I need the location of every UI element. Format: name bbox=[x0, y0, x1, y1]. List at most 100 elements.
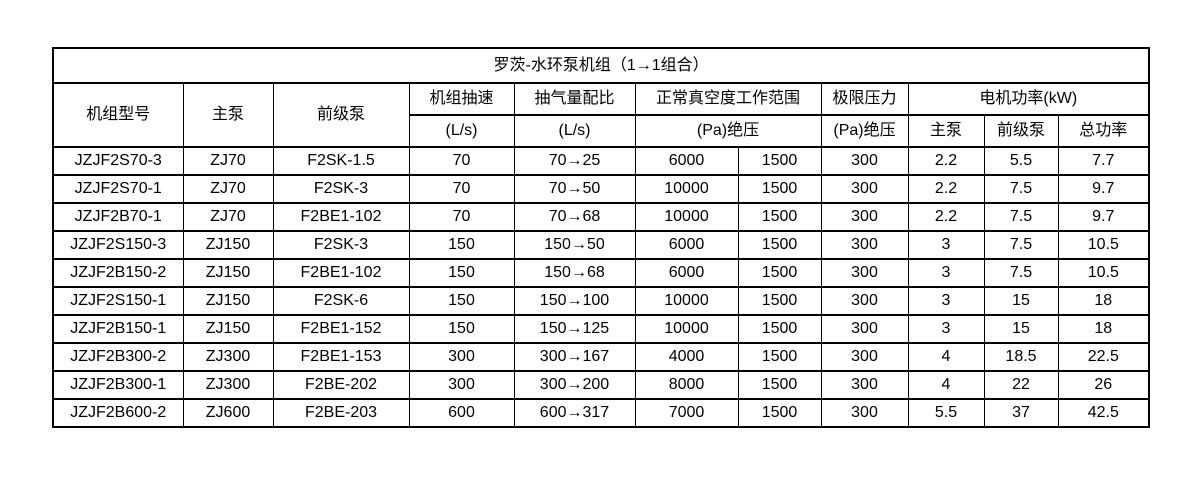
cell: JZJF2B150-2 bbox=[52, 258, 184, 288]
cell: 10000 bbox=[634, 202, 739, 232]
cell: 600 bbox=[408, 398, 515, 428]
cell: 300 bbox=[820, 342, 909, 372]
cell: 22.5 bbox=[1057, 342, 1150, 372]
cell: 3 bbox=[907, 258, 985, 288]
cell: 10000 bbox=[634, 174, 739, 204]
cell: 26 bbox=[1057, 370, 1150, 400]
cell: 70 bbox=[408, 174, 515, 204]
cell: 70 bbox=[408, 146, 515, 176]
cell: 70→50 bbox=[513, 174, 636, 204]
cell: ZJ300 bbox=[182, 342, 274, 372]
table-title: 罗茨-水环泵机组（1→1组合） bbox=[52, 47, 1150, 84]
cell: 7000 bbox=[634, 398, 739, 428]
cell: JZJF2S70-1 bbox=[52, 174, 184, 204]
cell: 70→25 bbox=[513, 146, 636, 176]
table-row: JZJF2B150-2 ZJ150 F2BE1-102 150 150→68 6000 15… bbox=[52, 258, 1150, 288]
cell: ZJ150 bbox=[182, 230, 274, 260]
cell: F2BE1-102 bbox=[272, 202, 410, 232]
header-ultimate-pressure-unit: (Pa)绝压 bbox=[820, 114, 909, 148]
table-row: JZJF2S70-3 ZJ70 F2SK-1.5 70 70→25 6000 1500 300… bbox=[52, 146, 1150, 176]
cell: 300 bbox=[820, 286, 909, 316]
cell: 150 bbox=[408, 286, 515, 316]
header-motor-total: 总功率 bbox=[1057, 114, 1150, 148]
cell: 15 bbox=[983, 286, 1059, 316]
cell: 70 bbox=[408, 202, 515, 232]
cell: 8000 bbox=[634, 370, 739, 400]
cell: JZJF2B150-1 bbox=[52, 314, 184, 344]
cell: 1500 bbox=[737, 398, 822, 428]
cell: 300 bbox=[820, 202, 909, 232]
cell: 10000 bbox=[634, 286, 739, 316]
table-title-row: 罗茨-水环泵机组（1→1组合） bbox=[52, 47, 1150, 84]
cell: 300 bbox=[820, 370, 909, 400]
cell: 42.5 bbox=[1057, 398, 1150, 428]
cell: 3 bbox=[907, 314, 985, 344]
cell: 7.5 bbox=[983, 202, 1059, 232]
cell: 300 bbox=[820, 146, 909, 176]
cell: 150 bbox=[408, 258, 515, 288]
cell: 1500 bbox=[737, 370, 822, 400]
header-unit-speed-unit: (L/s) bbox=[408, 114, 515, 148]
cell: F2SK-1.5 bbox=[272, 146, 410, 176]
table-body: JZJF2S70-3 ZJ70 F2SK-1.5 70 70→25 6000 1500 300… bbox=[52, 146, 1150, 428]
cell: 4000 bbox=[634, 342, 739, 372]
header-unit-speed: 机组抽速 bbox=[408, 82, 515, 116]
cell: 1500 bbox=[737, 202, 822, 232]
cell: 300→200 bbox=[513, 370, 636, 400]
cell: 5.5 bbox=[907, 398, 985, 428]
cell: JZJF2S70-3 bbox=[52, 146, 184, 176]
cell: 150→50 bbox=[513, 230, 636, 260]
cell: 37 bbox=[983, 398, 1059, 428]
cell: 300 bbox=[820, 398, 909, 428]
header-backing-pump: 前级泵 bbox=[272, 82, 410, 148]
header-pumping-ratio-unit: (L/s) bbox=[513, 114, 636, 148]
cell: ZJ70 bbox=[182, 202, 274, 232]
cell: ZJ150 bbox=[182, 314, 274, 344]
header-vacuum-range-unit: (Pa)绝压 bbox=[634, 114, 822, 148]
cell: 300 bbox=[408, 342, 515, 372]
cell: F2BE1-153 bbox=[272, 342, 410, 372]
cell: 10000 bbox=[634, 314, 739, 344]
cell: 600→317 bbox=[513, 398, 636, 428]
cell: 3 bbox=[907, 286, 985, 316]
table-row: JZJF2B150-1 ZJ150 F2BE1-152 150 150→125 10000… bbox=[52, 314, 1150, 344]
cell: 300→167 bbox=[513, 342, 636, 372]
cell: 1500 bbox=[737, 286, 822, 316]
cell: 10.5 bbox=[1057, 258, 1150, 288]
cell: 6000 bbox=[634, 258, 739, 288]
cell: 2.2 bbox=[907, 202, 985, 232]
table-row: JZJF2S70-1 ZJ70 F2SK-3 70 70→50 10000 1500 300 2… bbox=[52, 174, 1150, 204]
cell: 300 bbox=[820, 174, 909, 204]
cell: 6000 bbox=[634, 146, 739, 176]
cell: ZJ70 bbox=[182, 174, 274, 204]
pump-unit-spec-table: 罗茨-水环泵机组（1→1组合） 机组型号 主泵 前级泵 机组抽速 抽气量配比 正… bbox=[52, 47, 1151, 428]
cell: JZJF2B600-2 bbox=[52, 398, 184, 428]
cell: 4 bbox=[907, 342, 985, 372]
cell: 7.5 bbox=[983, 230, 1059, 260]
cell: 7.7 bbox=[1057, 146, 1150, 176]
cell: ZJ150 bbox=[182, 286, 274, 316]
cell: 300 bbox=[820, 258, 909, 288]
cell: 150→68 bbox=[513, 258, 636, 288]
header-row-1: 机组型号 主泵 前级泵 机组抽速 抽气量配比 正常真空度工作范围 极限压力 电机… bbox=[52, 82, 1150, 148]
cell: 300 bbox=[408, 370, 515, 400]
cell: 7.5 bbox=[983, 174, 1059, 204]
cell: F2BE-203 bbox=[272, 398, 410, 428]
cell: 150→100 bbox=[513, 286, 636, 316]
cell: 22 bbox=[983, 370, 1059, 400]
header-motor-backing-pump: 前级泵 bbox=[983, 114, 1059, 148]
cell: 300 bbox=[820, 314, 909, 344]
cell: F2SK-6 bbox=[272, 286, 410, 316]
cell: JZJF2S150-1 bbox=[52, 286, 184, 316]
cell: 1500 bbox=[737, 146, 822, 176]
cell: JZJF2B70-1 bbox=[52, 202, 184, 232]
header-unit-model: 机组型号 bbox=[52, 82, 184, 148]
cell: 1500 bbox=[737, 342, 822, 372]
cell: F2BE1-102 bbox=[272, 258, 410, 288]
cell: 70→68 bbox=[513, 202, 636, 232]
header-ultimate-pressure: 极限压力 bbox=[820, 82, 909, 116]
cell: 150 bbox=[408, 314, 515, 344]
cell: 18 bbox=[1057, 314, 1150, 344]
cell: 150 bbox=[408, 230, 515, 260]
